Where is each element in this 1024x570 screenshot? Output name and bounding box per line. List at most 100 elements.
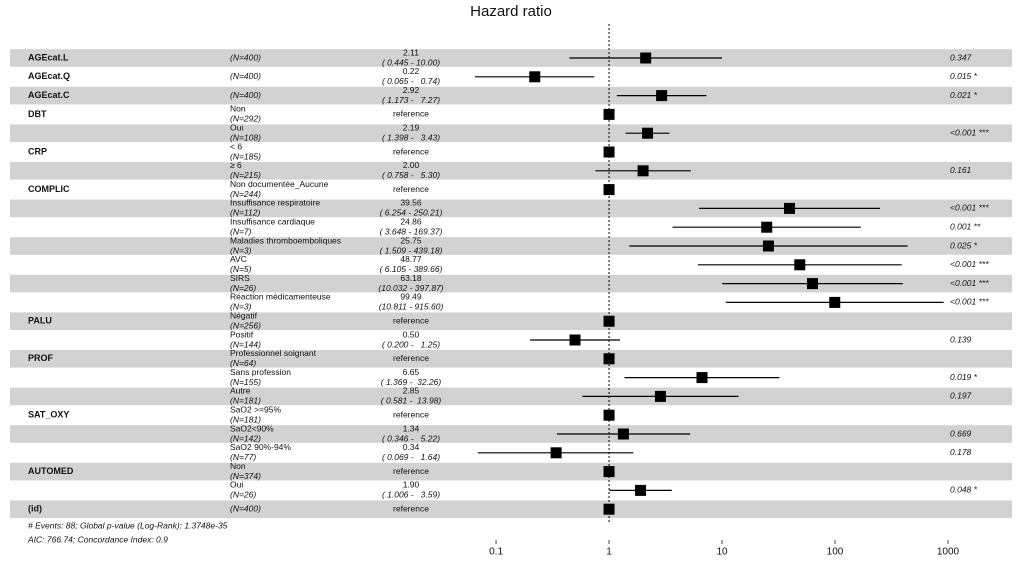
level-label: Négatif xyxy=(230,310,258,320)
estimate-label: 6.65 xyxy=(403,367,420,377)
level-label: Oui xyxy=(230,122,243,132)
variable-label: SAT_OXY xyxy=(28,410,69,420)
n-label: (N=215) xyxy=(230,170,261,180)
n-label: (N=142) xyxy=(230,433,261,443)
row-stripe xyxy=(10,331,1012,349)
estimate-label: 99.49 xyxy=(400,292,422,302)
level-label: Non xyxy=(230,104,246,114)
row-stripe xyxy=(10,462,1012,481)
row-stripe xyxy=(10,256,1012,274)
variable-label: AGEcat.C xyxy=(28,90,70,100)
estimate-marker xyxy=(617,428,629,440)
level-label: Insuffisance respiratoire xyxy=(230,198,320,208)
p-value: 0.161 xyxy=(950,165,972,175)
estimate-label: reference xyxy=(393,146,429,156)
variable-label: PALU xyxy=(28,316,52,326)
marks xyxy=(474,52,944,515)
p-value: 0.025 * xyxy=(950,240,978,250)
row-stripe xyxy=(10,199,1012,218)
level-label: Professionnel soignant xyxy=(230,348,317,358)
estimate-marker xyxy=(603,466,615,478)
row-stripe xyxy=(10,293,1012,312)
n-label: (N=374) xyxy=(230,471,261,481)
estimate-marker xyxy=(603,184,615,196)
n-label: (N=181) xyxy=(230,414,261,424)
level-label: Maladies thromboemboliques xyxy=(230,235,341,245)
n-label: (N=112) xyxy=(230,208,260,218)
estimate-marker xyxy=(603,108,615,120)
level-label: Réaction médicamenteuse xyxy=(230,292,331,302)
n-label: (N=400) xyxy=(230,71,261,81)
level-label: < 6 xyxy=(230,141,242,151)
level-label: SaO2 >=95% xyxy=(230,404,281,414)
p-value: <0.001 *** xyxy=(950,127,989,137)
row-stripe xyxy=(10,49,1012,67)
n-label: (N=77) xyxy=(230,452,256,462)
estimate-marker xyxy=(640,52,652,64)
estimate-label: reference xyxy=(393,409,429,419)
n-label: (N=244) xyxy=(230,189,261,199)
ci-label: ( 0.069 - 1.64) xyxy=(382,452,440,462)
n-label: (N=3) xyxy=(230,245,252,255)
estimate-label: 63.18 xyxy=(400,273,422,283)
footnote: # Events: 88; Global p-value (Log-Rank):… xyxy=(28,520,228,530)
variable-label: DBT xyxy=(28,109,47,119)
estimate-label: reference xyxy=(393,503,429,513)
n-label: (N=108) xyxy=(230,132,261,142)
estimate-marker xyxy=(784,202,796,214)
p-value: 0.197 xyxy=(950,391,972,401)
estimate-marker xyxy=(569,334,581,346)
chart-title: Hazard ratio xyxy=(470,3,552,20)
ci-label: ( 6.105 - 389.66) xyxy=(380,264,443,274)
level-label: SaO2 90%-94% xyxy=(230,442,291,452)
n-label: (N=3) xyxy=(230,302,252,312)
row-stripe xyxy=(10,368,1012,387)
estimate-label: 1.90 xyxy=(403,480,420,490)
estimate-marker xyxy=(656,90,668,102)
x-tick-label: 1 xyxy=(606,547,612,558)
x-tick-label: 100 xyxy=(827,547,844,558)
level-label: Non documentée_Aucune xyxy=(230,179,329,189)
p-value: 0.021 * xyxy=(950,90,978,100)
row-stripe xyxy=(10,218,1012,236)
row-stripe xyxy=(10,387,1012,406)
ci-label: ( 3.648 - 169.37) xyxy=(380,226,443,236)
p-value: 0.178 xyxy=(950,447,972,457)
estimate-marker xyxy=(550,447,562,459)
estimate-marker xyxy=(635,484,647,496)
estimate-label: reference xyxy=(393,353,429,363)
estimate-label: 48.77 xyxy=(400,254,422,264)
row-stripe xyxy=(10,312,1012,330)
estimate-label: 24.86 xyxy=(400,216,422,226)
ci-label: ( 1.398 - 3.43) xyxy=(382,132,440,142)
estimate-label: 0.22 xyxy=(403,66,420,76)
estimate-marker xyxy=(642,127,654,139)
level-label: Oui xyxy=(230,480,243,490)
estimate-label: reference xyxy=(393,109,429,119)
variable-label: AUTOMED xyxy=(28,466,74,476)
level-label: ≥ 6 xyxy=(230,160,242,170)
estimate-marker xyxy=(761,221,773,233)
p-value: 0.019 * xyxy=(950,372,978,382)
ci-label: ( 0.346 - 5.22) xyxy=(382,433,440,443)
estimate-marker xyxy=(603,315,615,327)
p-value: 0.139 xyxy=(950,334,972,344)
estimate-label: reference xyxy=(393,315,429,325)
estimate-label: 2.85 xyxy=(403,386,420,396)
ci-label: (10.811 - 915.60) xyxy=(379,302,444,312)
estimate-label: reference xyxy=(393,184,429,194)
variable-label: PROF xyxy=(28,353,54,363)
row-stripe xyxy=(10,481,1012,500)
estimate-marker xyxy=(637,165,649,177)
row-stripe xyxy=(10,274,1012,293)
row-stripe xyxy=(10,425,1012,443)
n-label: (N=292) xyxy=(230,114,261,124)
variable-label: (id) xyxy=(28,504,42,514)
p-value: 0.001 ** xyxy=(950,221,981,231)
ci-label: (10.032 - 397.87) xyxy=(378,283,443,293)
n-label: (N=185) xyxy=(230,151,261,161)
p-value: 0.015 * xyxy=(950,71,978,81)
estimate-label: 2.00 xyxy=(403,160,420,170)
x-tick-label: 1000 xyxy=(937,547,960,558)
